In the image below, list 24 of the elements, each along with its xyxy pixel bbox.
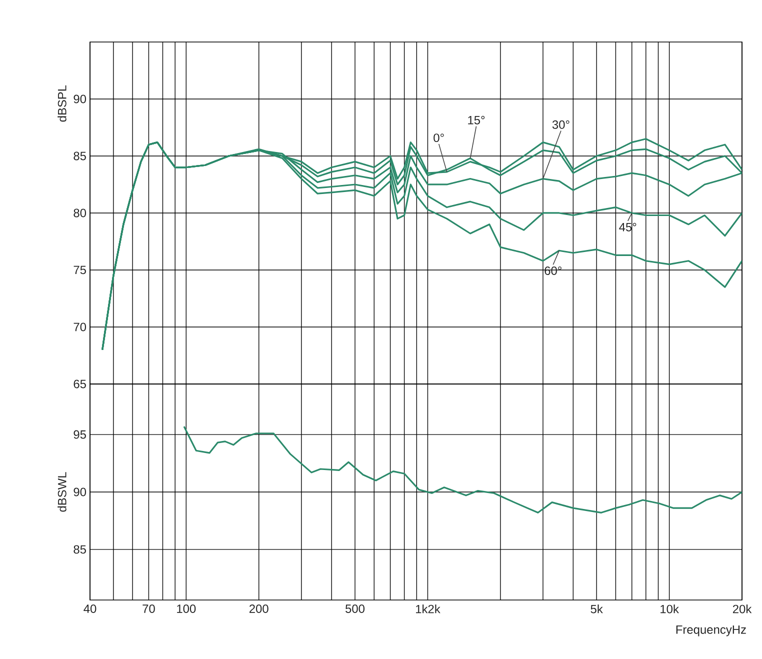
x-tick-label: 1k2k xyxy=(416,604,440,614)
y-tick-label: 75 xyxy=(74,266,86,274)
text: 30° xyxy=(552,120,570,129)
x-tick-label: 40 xyxy=(84,604,96,613)
y-tick-label: 80 xyxy=(74,208,86,218)
y-tick-label: 90 xyxy=(74,94,86,104)
x-tick-label: 10k xyxy=(660,604,679,614)
y-axis-title: dBSWL xyxy=(58,472,66,512)
text: 15° xyxy=(468,116,485,124)
x-axis-title: FrequencyHz xyxy=(676,626,746,636)
x-tick-label: 200 xyxy=(249,604,268,613)
series-label: 0° xyxy=(434,134,444,142)
y-tick-label: 90 xyxy=(74,488,86,496)
x-tick-label: 5k xyxy=(590,604,603,614)
y-tick-label: 65 xyxy=(74,380,86,388)
y-tick-label: 85 xyxy=(74,545,86,554)
x-tick-label: 100 xyxy=(177,604,196,613)
x-tick-label: 500 xyxy=(346,604,365,613)
y-tick-label: 85 xyxy=(74,152,86,160)
x-tick-label: 20k xyxy=(732,604,752,614)
x-tick-label: 70 xyxy=(142,604,155,613)
y-axis-title: dBSPL xyxy=(58,85,66,122)
y-tick-label: 70 xyxy=(74,322,86,332)
y-tick-label: 95 xyxy=(74,430,86,439)
